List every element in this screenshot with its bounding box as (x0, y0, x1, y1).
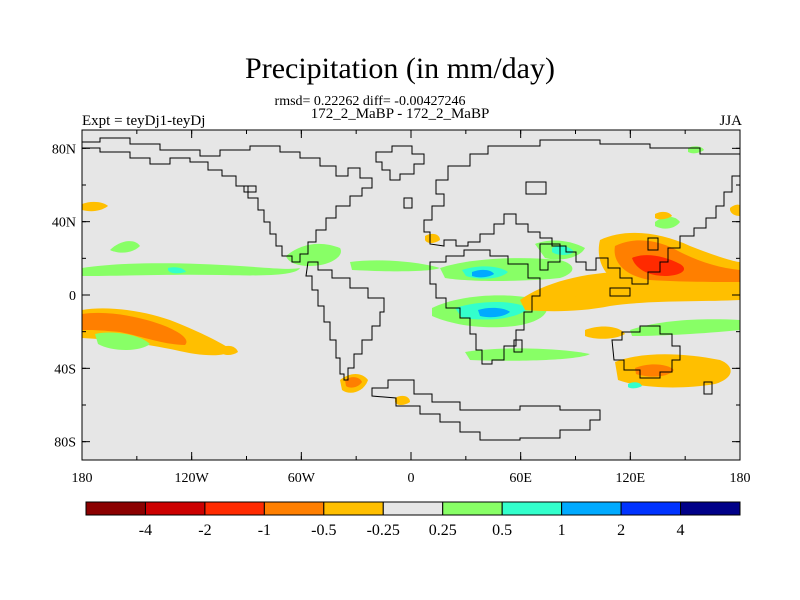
colorbar-swatch (680, 501, 741, 516)
contour-nw-orange (82, 201, 108, 212)
contour-s-pacific-orange (220, 345, 238, 355)
contour-s-australia-strong (635, 364, 674, 377)
experiment-label: Expt = teyDj1-teyDj (82, 113, 206, 129)
colorbar-label: 1 (558, 522, 566, 539)
x-tick-label: 180 (72, 471, 93, 486)
contour-s-atlantic-orange-2 (395, 395, 410, 405)
x-tick-label: 120E (616, 471, 646, 486)
coast-uk (403, 197, 413, 209)
colorbar-label: 4 (677, 522, 685, 539)
coast-indonesia (609, 287, 631, 297)
colorbar-label: 2 (617, 522, 625, 539)
colorbar-swatch (561, 501, 622, 516)
coast-arctic-island (525, 181, 547, 195)
colorbar-label: -2 (198, 522, 211, 539)
contour-band-sw-pacific-strong (82, 312, 187, 345)
coast-australia (611, 325, 681, 379)
contour-atlantic-eq-blue (478, 307, 510, 318)
colorbar-swatch (323, 501, 384, 516)
colorbar-swatch (144, 501, 206, 516)
contour-east-pacific-orange (730, 204, 740, 216)
coast-nz (703, 381, 713, 395)
contour-band-sw-pacific-green (95, 332, 150, 350)
coast-eurasia (423, 139, 740, 285)
map-plot-area: 180 120W 60W 0 60E 120E 180 80N 40N 0 40S 80S (52, 129, 751, 486)
map-title: Precipitation (in mm/day) (245, 52, 555, 85)
coast-south-america (305, 261, 385, 381)
stats-text: rmsd= 0.22262 diff= -0.00427246 (274, 94, 466, 109)
colorbar-swatch (501, 501, 563, 516)
coast-greenland (375, 145, 425, 181)
contour-east-asia-red (632, 255, 685, 276)
colorbar-swatch (442, 501, 503, 516)
contour-band-itcz-pacific (82, 263, 300, 276)
contour-africa-blue-center (472, 269, 494, 278)
x-axis: 180 120W 60W 0 60E 120E 180 (72, 130, 751, 486)
x-tick-label: 180 (730, 471, 751, 486)
colorbar-swatch (620, 501, 682, 516)
coast-arabia (539, 243, 561, 271)
coastlines (82, 137, 740, 441)
contour-south-atlantic-orange (585, 326, 625, 339)
x-tick-label: 60E (509, 471, 532, 486)
colorbar-label: -4 (139, 522, 152, 539)
case-line: 172_2_MaBP - 172_2_MaBP (310, 106, 490, 122)
contour-indian-teal (552, 245, 574, 255)
colorbar-label: -1 (258, 522, 271, 539)
colorbar-label: 0.25 (429, 522, 457, 539)
colorbar-label: -0.5 (311, 522, 336, 539)
y-tick-label: 80N (52, 142, 76, 157)
coast-antarctica (371, 379, 601, 441)
contour-s-indian-green-2 (465, 348, 590, 361)
contour-band-north-atlantic (350, 260, 440, 272)
y-tick-label: 40S (54, 362, 76, 377)
coast-madagascar (513, 339, 523, 353)
colorbar-label: 0.5 (492, 522, 512, 539)
colorbar-swatch (204, 501, 265, 516)
contour-s-indian-green (630, 319, 740, 336)
contour-band-itcz-pacific-2 (110, 241, 140, 253)
y-axis: 80N 40N 0 40S 80S (52, 142, 740, 451)
y-tick-label: 40N (52, 216, 76, 231)
contour-fill (82, 146, 740, 405)
colorbar: -4 -2 -1 -0.5 -0.25 0.25 0.5 1 2 4 (85, 501, 741, 539)
contour-amazon-orange (425, 233, 440, 243)
contour-east-asia-green (655, 216, 680, 229)
contour-s-australia-teal (628, 382, 642, 389)
x-tick-label: 0 (408, 471, 415, 486)
colorbar-swatch (85, 501, 146, 516)
y-tick-label: 80S (54, 436, 76, 451)
contour-s-america-red (345, 377, 362, 388)
contour-indian-extra-orange (560, 283, 592, 297)
colorbar-swatch (382, 501, 444, 516)
y-tick-label: 0 (69, 289, 76, 304)
season-label: JJA (719, 113, 742, 129)
x-tick-label: 60W (288, 471, 316, 486)
coast-north-america (82, 137, 373, 263)
coast-japan (647, 237, 659, 251)
contour-band-itcz-pacific-blue (168, 267, 186, 274)
colorbar-swatch (263, 501, 325, 516)
contour-east-asia-spot (655, 211, 672, 220)
colorbar-label: -0.25 (367, 522, 400, 539)
coast-africa (429, 249, 541, 365)
x-tick-label: 120W (175, 471, 210, 486)
stats-line: rmsd= 0.22262 diff= -0.00427246 (0, 94, 740, 110)
coast-hudson (243, 185, 257, 193)
